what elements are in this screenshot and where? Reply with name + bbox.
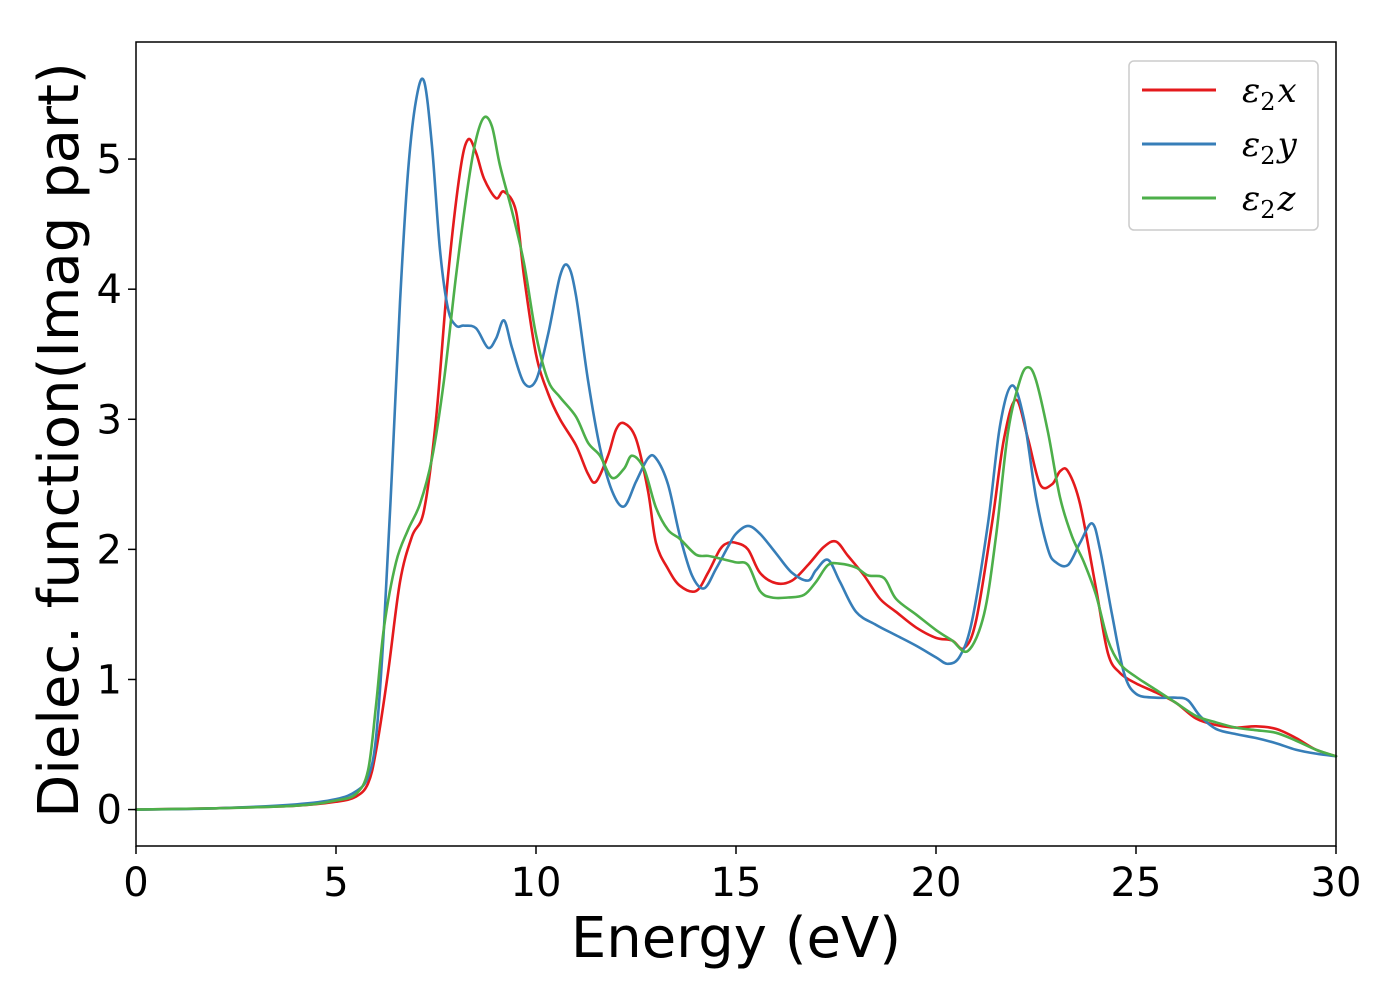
x-tick-label: 15: [711, 860, 762, 906]
series-line-z: [134, 115, 1338, 811]
y-axis-title: Dielec. function(Imag part): [27, 62, 92, 818]
x-tick-label: 25: [1111, 860, 1162, 906]
legend-label-suffix: z: [1277, 179, 1297, 219]
legend-label-suffix: y: [1276, 125, 1298, 165]
legend-label: ε2y: [1242, 125, 1298, 170]
legend-box: [1128, 60, 1319, 231]
y-tick-label: 0: [97, 788, 122, 834]
legend-item-y: ε2y: [1142, 125, 1298, 170]
legend-label: ε2z: [1242, 179, 1297, 224]
legend-label-sub: 2: [1260, 196, 1275, 224]
x-axis-title: Energy (eV): [571, 906, 901, 971]
y-tick-label: 2: [97, 527, 122, 573]
legend-label-sub: 2: [1260, 88, 1275, 116]
y-tick-label: 4: [97, 267, 122, 313]
legend-item-x: ε2x: [1142, 71, 1297, 116]
x-tick-label: 10: [511, 860, 562, 906]
x-tick-label: 5: [323, 860, 348, 906]
series-line-x: [134, 137, 1338, 811]
ticks-group: 0 5 10 15 20 25 30 0 1 2 3 4 5: [97, 137, 1362, 906]
series-group: [134, 77, 1338, 811]
legend-label-sub: 2: [1260, 142, 1275, 170]
x-tick-label: 30: [1311, 860, 1362, 906]
y-tick-label: 1: [97, 657, 122, 703]
legend-item-z: ε2z: [1142, 179, 1297, 224]
y-tick-label: 3: [97, 397, 122, 443]
legend-label: ε2x: [1242, 71, 1297, 116]
legend-label-base: ε: [1242, 179, 1260, 219]
plot-frame: [135, 41, 1337, 847]
y-tick-label: 5: [97, 137, 122, 183]
legend-label-base: ε: [1242, 125, 1260, 165]
x-tick-label: 0: [123, 860, 148, 906]
legend-label-base: ε: [1242, 71, 1260, 111]
legend-label-suffix: x: [1278, 71, 1297, 111]
series-line-y: [134, 77, 1338, 811]
x-tick-label: 20: [911, 860, 962, 906]
